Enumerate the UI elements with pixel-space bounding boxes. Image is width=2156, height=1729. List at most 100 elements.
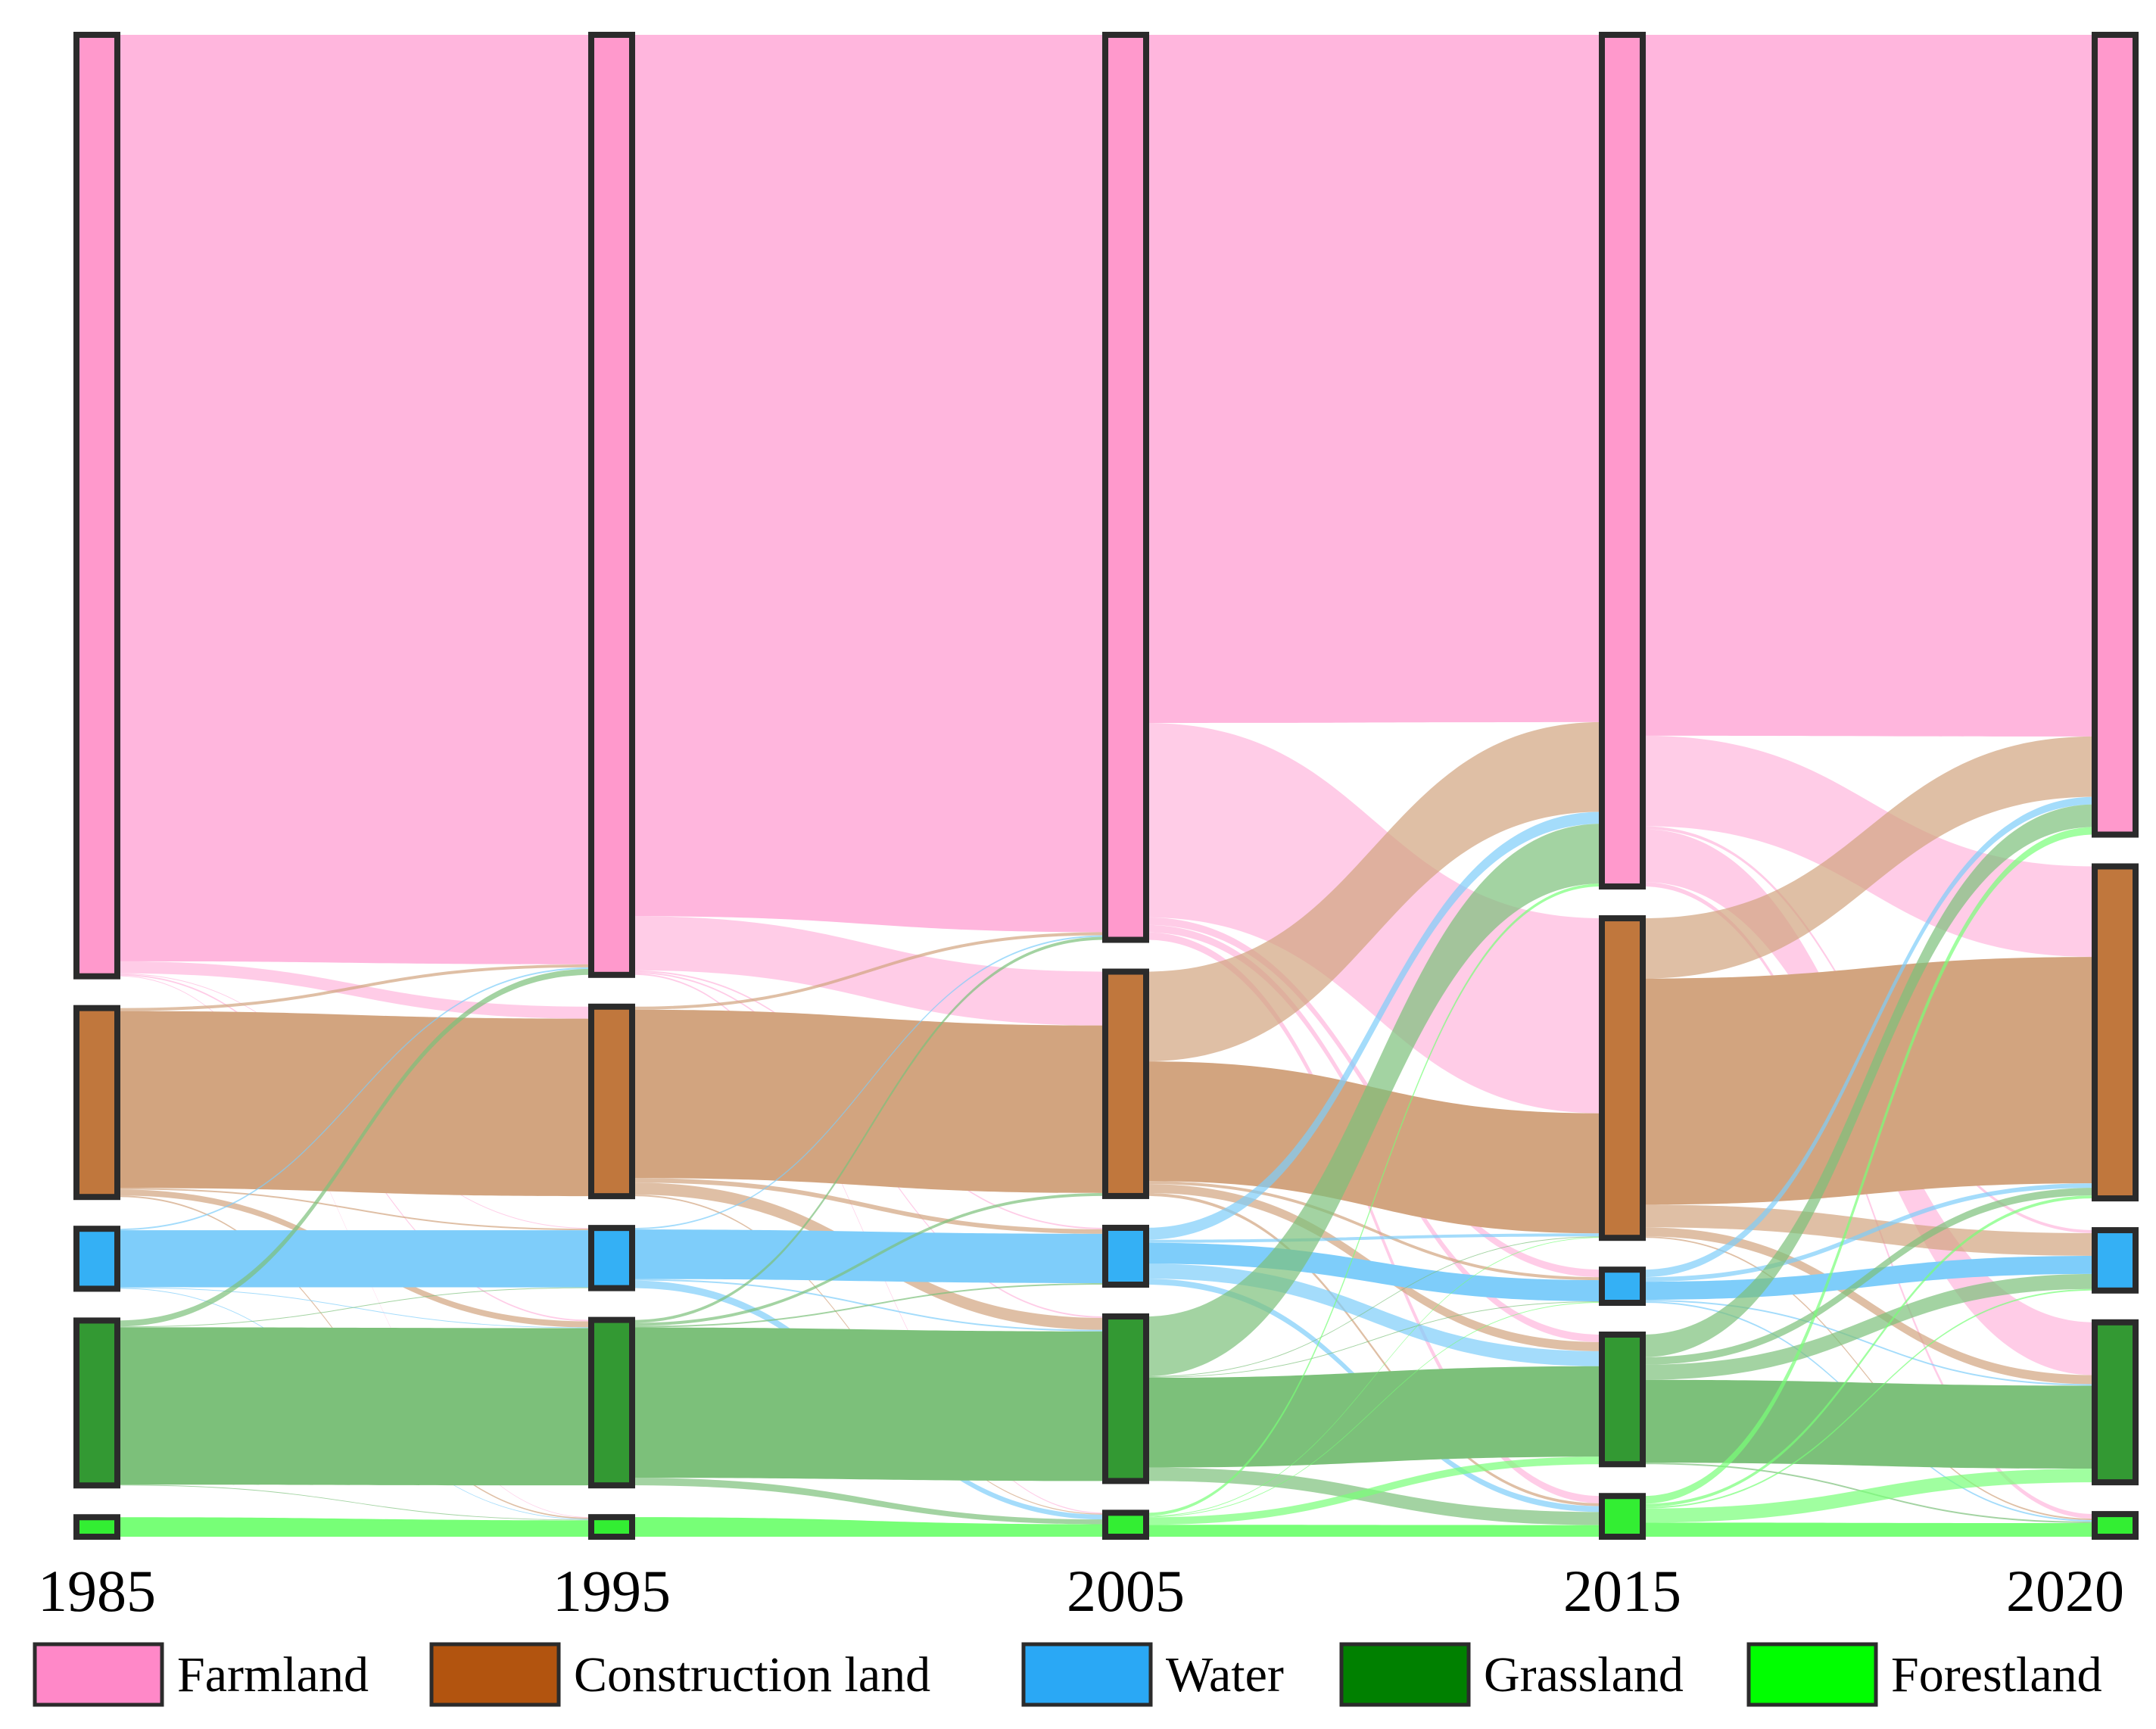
flow-2005-water-to-2015-farmland	[1146, 812, 1602, 1240]
flow-1985-farmland-to-1995-construction	[117, 961, 591, 1019]
flow-2005-grassland-to-2015-water	[1146, 1301, 1602, 1379]
legend-label-construction: Construction land	[574, 1647, 930, 1703]
flow-1985-water-to-1995-water	[117, 1230, 591, 1288]
flow-2005-construction-to-2015-farmland	[1146, 721, 1602, 1062]
legend-item-water: Water	[1021, 1642, 1284, 1707]
flow-1995-grassland-to-2005-grassland	[632, 1327, 1105, 1481]
legend-label-farmland: Farmland	[177, 1647, 369, 1703]
node-1985-grassland	[73, 1317, 120, 1489]
node-2020-farmland	[2092, 32, 2139, 838]
node-2005-farmland	[1102, 32, 1149, 943]
flow-2015-construction-to-2020-forestland	[1643, 1236, 2095, 1521]
flow-2015-construction-to-2020-farmland	[1643, 736, 2095, 979]
flow-2015-construction-to-2020-grassland	[1643, 1227, 2095, 1385]
legend-item-construction: Construction land	[429, 1642, 930, 1707]
flow-2005-grassland-to-2015-grassland	[1146, 1366, 1602, 1468]
node-1985-forestland	[73, 1514, 120, 1540]
flow-1985-water-to-1995-farmland	[117, 967, 591, 1231]
legend-swatch-water	[1021, 1642, 1153, 1707]
node-2005-grassland	[1102, 1313, 1149, 1484]
flow-2015-forestland-to-2020-farmland	[1643, 827, 2095, 1504]
flow-2005-grassland-to-2015-construction	[1146, 1236, 1602, 1378]
legend-label-grassland: Grassland	[1484, 1647, 1684, 1703]
node-2015-water	[1599, 1266, 1646, 1306]
flow-2005-forestland-to-2015-grassland	[1146, 1456, 1602, 1525]
year-label-2020: 2020	[2006, 1558, 2124, 1624]
flow-2015-grassland-to-2020-water	[1643, 1273, 2095, 1380]
legend-item-grassland: Grassland	[1339, 1642, 1684, 1707]
flow-1995-construction-to-2005-farmland	[632, 932, 1105, 1010]
flow-1995-grassland-to-2005-water	[632, 1283, 1105, 1328]
flow-1985-construction-to-1995-water	[117, 1188, 591, 1231]
node-1995-grassland	[588, 1316, 635, 1489]
flow-2005-grassland-to-2015-farmland	[1146, 824, 1602, 1377]
node-2015-farmland	[1599, 32, 1646, 890]
flow-1985-construction-to-1995-construction	[117, 1011, 591, 1197]
flow-2015-water-to-2020-construction	[1643, 1183, 2095, 1282]
flow-2005-forestland-to-2015-forestland	[1146, 1525, 1602, 1537]
flow-1995-construction-to-2005-water	[632, 1178, 1105, 1234]
flow-2005-forestland-to-2015-construction	[1146, 1237, 1602, 1517]
flow-2015-farmland-to-2020-farmland	[1643, 35, 2095, 737]
flow-2015-water-to-2020-farmland	[1643, 796, 2095, 1278]
node-layer	[73, 32, 2139, 1541]
flow-2005-forestland-to-2015-farmland	[1146, 883, 1602, 1516]
flow-layer	[117, 35, 2095, 1537]
flow-1995-forestland-to-2005-forestland	[632, 1517, 1105, 1537]
flow-2015-forestland-to-2020-water	[1643, 1288, 2095, 1509]
legend-swatch-farmland	[33, 1642, 164, 1707]
flow-2015-forestland-to-2020-construction	[1643, 1195, 2095, 1507]
flow-2005-water-to-2015-water	[1146, 1242, 1602, 1301]
year-label-2005: 2005	[1067, 1558, 1185, 1624]
flow-1995-grassland-to-2005-forestland	[632, 1478, 1105, 1525]
flow-2005-forestland-to-2015-water	[1146, 1301, 1602, 1518]
flow-2015-grassland-to-2020-farmland	[1643, 804, 2095, 1357]
flow-1985-grassland-to-1995-forestland	[117, 1484, 591, 1521]
node-2015-grassland	[1599, 1331, 1646, 1468]
legend: Farmland Construction land Water Grassland F…	[33, 1642, 2102, 1707]
node-2020-construction	[2092, 863, 2139, 1202]
flow-2005-construction-to-2015-water	[1146, 1181, 1602, 1281]
node-1995-construction	[588, 1003, 635, 1200]
year-label-2015: 2015	[1563, 1558, 1681, 1624]
year-label-1995: 1995	[553, 1558, 671, 1624]
flow-2005-farmland-to-2015-forestland	[1146, 932, 1602, 1503]
flow-1995-water-to-2005-farmland	[632, 935, 1105, 1230]
flow-2005-construction-to-2015-forestland	[1146, 1192, 1602, 1506]
flow-2005-farmland-to-2015-farmland	[1146, 35, 1602, 723]
flow-2015-farmland-to-2020-forestland	[1643, 882, 2095, 1519]
flow-1995-construction-to-2005-construction	[632, 1009, 1105, 1193]
node-1985-water	[73, 1226, 120, 1292]
node-2020-grassland	[2092, 1319, 2139, 1486]
legend-swatch-forestland	[1746, 1642, 1878, 1707]
flow-2005-water-to-2015-grassland	[1146, 1263, 1602, 1366]
legend-swatch-construction	[429, 1642, 561, 1707]
flow-2005-grassland-to-2015-forestland	[1146, 1467, 1602, 1525]
legend-label-water: Water	[1166, 1647, 1284, 1703]
legend-label-forestland: Forestland	[1891, 1647, 2102, 1703]
flow-2015-forestland-to-2020-forestland	[1643, 1522, 2095, 1537]
legend-item-forestland: Forestland	[1746, 1642, 2102, 1707]
node-2015-forestland	[1599, 1493, 1646, 1540]
node-1985-construction	[73, 1005, 120, 1201]
flow-1985-construction-to-1995-farmland	[117, 964, 591, 1011]
node-2020-water	[2092, 1227, 2139, 1294]
flow-2005-water-to-2015-construction	[1146, 1233, 1602, 1243]
flow-2015-grassland-to-2020-grassland	[1643, 1379, 2095, 1469]
node-1985-farmland	[73, 32, 120, 980]
flow-1985-grassland-to-1995-farmland	[117, 968, 591, 1327]
flow-1985-farmland-to-1995-farmland	[117, 35, 591, 964]
year-axis: 1985 1995 2005 2015 2020	[38, 1558, 2124, 1624]
flow-2015-grassland-to-2020-construction	[1643, 1188, 2095, 1365]
node-1995-water	[588, 1225, 635, 1291]
node-2020-forestland	[2092, 1511, 2139, 1540]
flow-1995-grassland-to-2005-farmland	[632, 936, 1105, 1323]
flow-2015-water-to-2020-grassland	[1643, 1300, 2095, 1386]
legend-item-farmland: Farmland	[33, 1642, 369, 1707]
node-2015-construction	[1599, 915, 1646, 1241]
flow-1985-grassland-to-1995-water	[117, 1287, 591, 1328]
flow-1995-water-to-2005-water	[632, 1229, 1105, 1284]
flow-1995-grassland-to-2005-construction	[632, 1192, 1105, 1326]
legend-swatch-grassland	[1339, 1642, 1471, 1707]
